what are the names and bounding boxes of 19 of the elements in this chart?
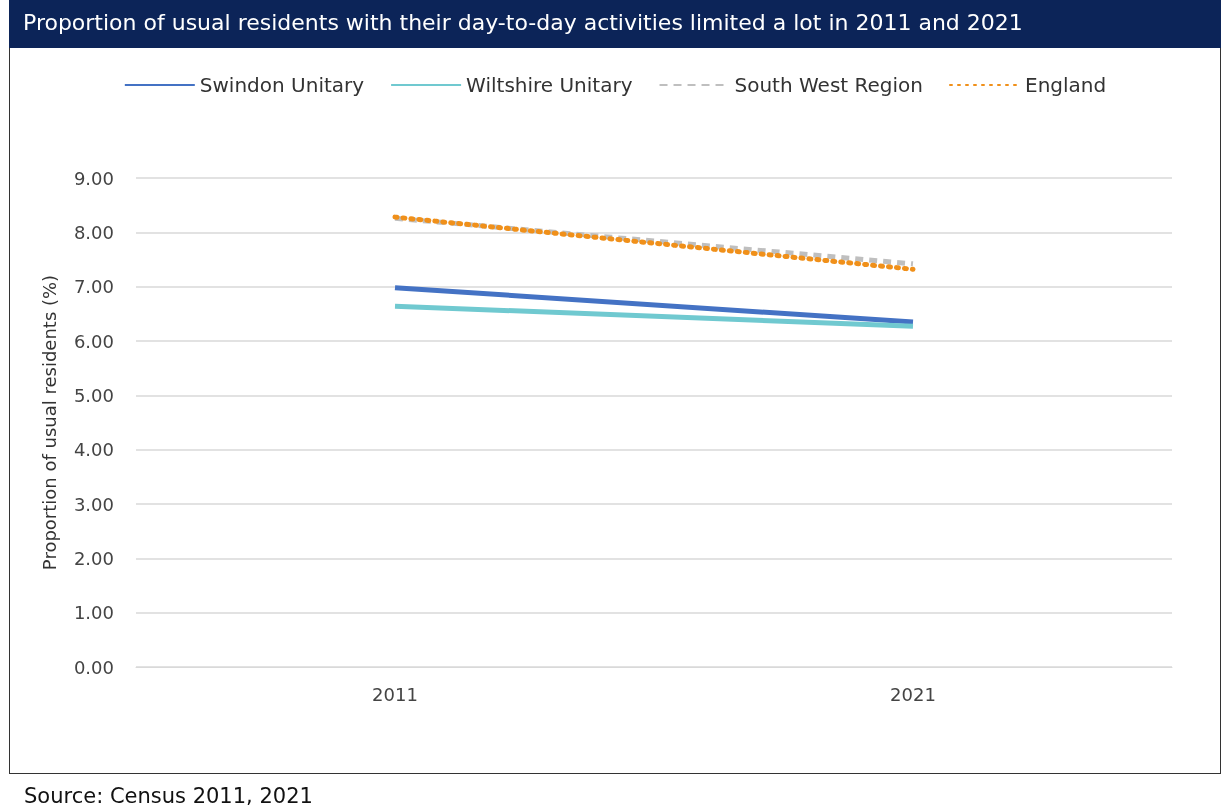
chart-title: Proportion of usual residents with their day-to-day activities limited a lot in 2011 and 2021 [9, 0, 1221, 48]
x-tick-label: 2021 [890, 683, 936, 705]
y-axis-title: Proportion of usual residents (%) [38, 274, 60, 571]
y-tick-label: 4.00 [73, 439, 114, 461]
y-tick-label: 1.00 [73, 602, 114, 624]
legend-label: South West Region [734, 73, 923, 97]
y-tick-label: 7.00 [73, 276, 114, 298]
y-tick-label: 2.00 [73, 547, 114, 569]
legend-label: Swindon Unitary [199, 73, 365, 97]
source-note: Source: Census 2011, 2021 [24, 784, 313, 808]
legend-label: England [1024, 73, 1107, 97]
y-tick-label: 8.00 [73, 221, 114, 243]
y-tick-label: 9.00 [73, 167, 114, 189]
y-tick-label: 6.00 [73, 330, 114, 352]
x-tick-label: 2011 [372, 683, 418, 705]
y-tick-label: 3.00 [73, 493, 114, 515]
y-tick-label: 5.00 [73, 384, 114, 406]
y-tick-label: 0.00 [73, 656, 114, 678]
legend-label: Wiltshire Unitary [466, 73, 633, 97]
